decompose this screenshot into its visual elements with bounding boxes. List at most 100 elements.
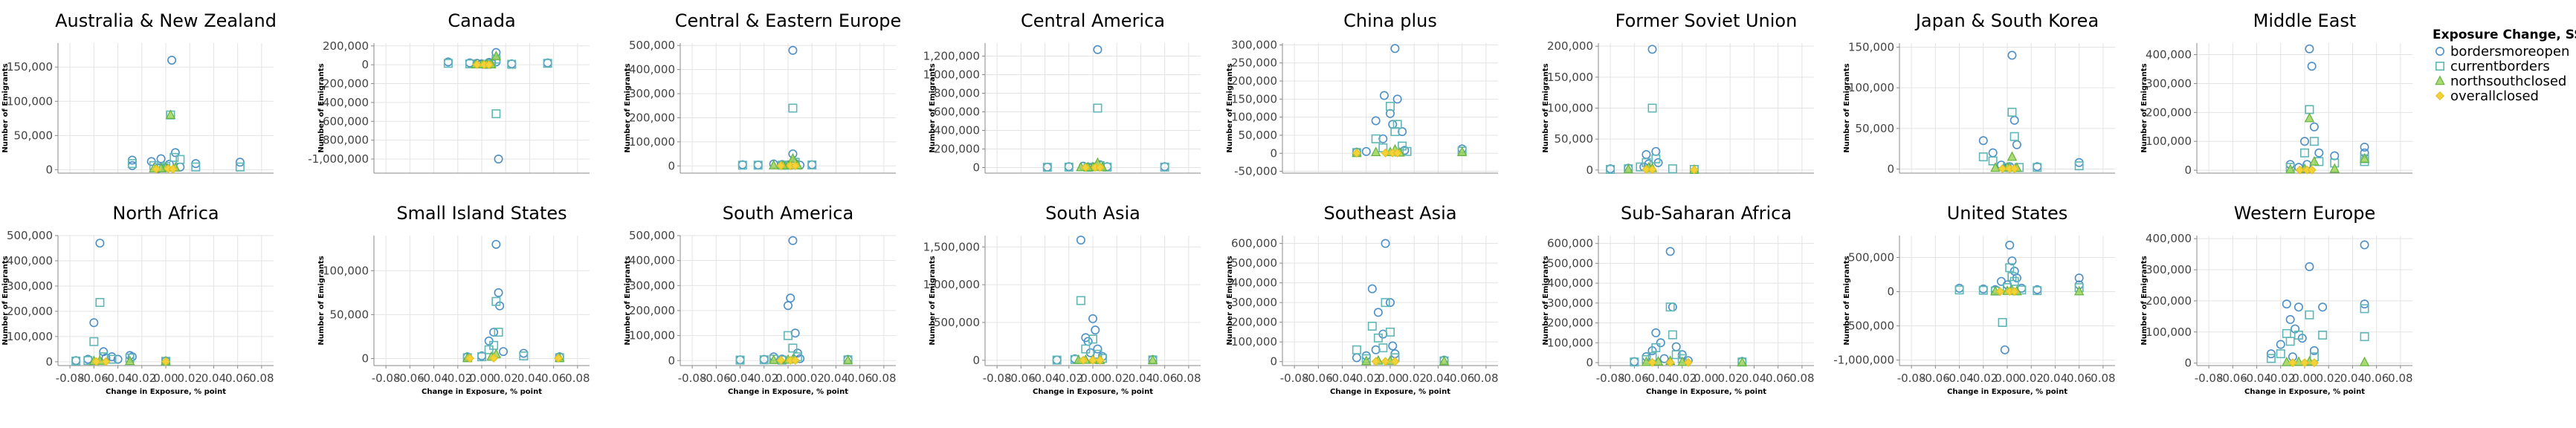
data-point-bordersmoreopen [2330,151,2340,160]
y-tick-label: -1,000,000 [1833,354,1894,367]
data-point-currentborders [443,59,453,68]
data-point-bordersmoreopen [2012,140,2021,149]
y-axis-label: Number of Emigrants [624,256,632,345]
y-tick-label: 100,000 [629,329,675,343]
panel: Southeast Asia 0 100,000 200,000 300,000 400,… [1226,203,1499,396]
y-tick-label: 200,000 [7,305,53,318]
x-tick-label: -0.08 [983,372,1012,385]
x-tick-label: -0.02 [749,372,778,385]
data-point-bordersmoreopen [788,236,798,245]
y-tick-label: 200,000 [2146,294,2192,308]
y-tick-label: -200,000 [319,77,369,91]
y-axis-label: Number of Emigrants [1843,63,1851,152]
x-axis-label: Change in Exposure, % point [1033,388,1153,396]
data-point-bordersmoreopen [753,160,763,169]
x-tick-label: 0.08 [249,372,274,385]
x-tick-label: 0.04 [1129,372,1153,385]
data-point-overallclosed [2309,358,2319,368]
data-point-overallclosed [2295,165,2305,175]
panel: Japan & South Korea 0 50,000 100,000 150,000… [1843,10,2115,176]
data-point-bordersmoreopen [1371,116,1381,126]
y-tick-label: 500,000 [7,229,53,242]
y-tick-label: 100,000 [1547,336,1593,349]
data-point-currentborders [1081,344,1091,354]
data-point-bordersmoreopen [127,160,137,170]
x-tick-label: -0.04 [2242,372,2271,385]
data-point-overallclosed [101,357,111,366]
data-point-currentborders [1064,162,1074,172]
y-tick-label: 500,000 [1231,256,1277,270]
x-axis-label: Change in Exposure, % point [1947,388,2067,396]
data-point-overallclosed [2307,165,2317,175]
y-tick-label: 300,000 [1231,38,1277,51]
data-point-currentborders [753,160,763,170]
data-point-currentborders [2305,310,2314,320]
y-tick-label: 100,000 [1231,335,1277,348]
x-tick-label: 0.06 [848,372,872,385]
y-tick-label: 500,000 [629,229,675,242]
y-tick-label: 100,000 [2146,325,2192,339]
x-tick-label: -0.04 [419,372,448,385]
y-axis-label: Number of Emigrants [2140,256,2149,345]
y-tick-label: 400,000 [7,254,53,268]
data-point-bordersmoreopen [2300,137,2310,146]
data-point-overallclosed [1647,165,1657,175]
data-point-overallclosed [790,355,800,366]
data-point-overallclosed [554,354,564,363]
y-tick-label: -50,000 [1234,165,1277,178]
data-point-northsouthclosed [2285,163,2296,174]
data-point-currentborders [1978,285,1988,295]
y-tick-label: 200,000 [2146,106,2192,119]
y-tick-label: 100,000 [629,135,675,149]
data-point-bordersmoreopen [1642,150,1651,160]
y-axis-label: Number of Emigrants [929,63,937,152]
data-point-overallclosed [1392,148,1402,158]
y-tick-label: 100,000 [2146,134,2192,148]
data-point-overallclosed [1079,355,1088,365]
panel-title: South America [723,203,853,224]
data-point-northsouthclosed [1456,146,1468,157]
x-tick-label: -0.04 [726,372,755,385]
data-point-currentborders [2007,107,2017,117]
data-point-overallclosed [1095,163,1105,172]
data-point-overallclosed [91,357,101,366]
data-point-currentborders [1668,164,1677,174]
y-tick-label: 200,000 [1547,317,1593,330]
y-tick-label: 0 [1586,356,1593,369]
data-point-currentborders [2293,330,2303,340]
panel: Small Island States050,000100,000-0.08-0… [317,203,590,396]
y-tick-label: 600,000 [1547,237,1593,250]
x-tick-label: 0.06 [541,372,566,385]
data-point-currentborders [1398,141,1407,151]
panel-title: Western Europe [2234,203,2375,224]
y-tick-label: 50,000 [1555,132,1594,146]
data-point-overallclosed [776,160,786,171]
x-tick-label: -0.02 [127,372,156,385]
x-tick-label: 0.08 [1473,372,1498,385]
data-point-currentborders [1052,355,1062,365]
data-point-overallclosed [1371,357,1381,366]
y-tick-label: 0 [2184,357,2192,370]
data-point-currentborders [477,352,486,362]
data-point-currentborders [2276,349,2285,359]
data-point-bordersmoreopen [1665,247,1675,256]
data-point-bordersmoreopen [1386,298,1395,308]
data-point-bordersmoreopen [2000,345,2010,354]
y-tick-label: 800,000 [934,87,980,100]
x-tick-label: -0.04 [1644,372,1673,385]
data-point-bordersmoreopen [494,154,503,163]
y-tick-label: 200,000 [934,143,980,156]
y-tick-label: 100,000 [1547,102,1593,115]
y-tick-label: 0 [2184,163,2192,177]
panel: South America 0 100,000 200,000 300,000 400,0… [624,203,897,396]
data-point-northsouthclosed [2359,153,2370,163]
data-point-bordersmoreopen [1390,44,1400,54]
y-tick-label: 400,000 [2146,232,2192,245]
data-point-bordersmoreopen [2318,302,2328,312]
data-point-bordersmoreopen [2005,240,2015,250]
legend: Exposure Change, SSP4 bordersmoreopencurr… [2433,27,2576,104]
data-point-bordersmoreopen [1647,45,1657,54]
data-point-bordersmoreopen [2360,240,2369,250]
data-point-currentborders [95,298,105,308]
y-tick-label: 400,000 [1231,276,1277,290]
